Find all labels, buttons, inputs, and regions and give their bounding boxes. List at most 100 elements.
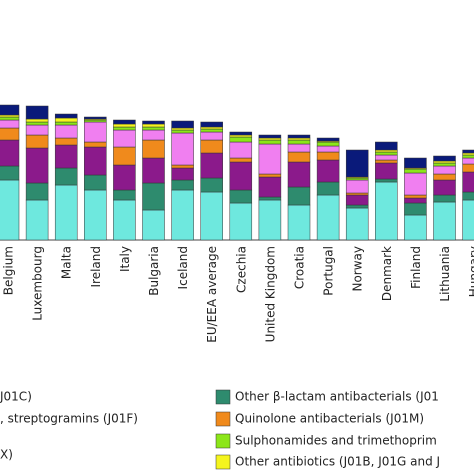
bar-segment	[200, 191, 223, 241]
bar-segment	[433, 179, 456, 196]
bar-segment	[404, 157, 427, 169]
bar-segment	[258, 143, 282, 175]
bar-segment	[287, 139, 311, 145]
bar-segment	[25, 134, 49, 149]
bar-segment	[287, 134, 311, 139]
bar-segment	[258, 137, 282, 141]
legend-swatch	[215, 454, 231, 470]
bar-segment	[54, 144, 78, 169]
bar-segment	[54, 117, 78, 123]
legend-label: Quinolone antibacterials (J01M)	[235, 412, 424, 426]
bar-segment	[171, 189, 194, 241]
bar-segment	[404, 214, 427, 241]
bar-segment	[316, 181, 340, 196]
legend-label: , streptogramins (J01F)	[0, 412, 138, 426]
bar-segment	[229, 157, 253, 163]
bar-segment	[84, 116, 107, 120]
bar-segment	[142, 129, 165, 141]
legend-label: X)	[0, 448, 13, 462]
bar-segment	[258, 139, 282, 145]
bar-segment	[287, 204, 311, 241]
bar-segment	[316, 145, 340, 153]
bar-segment	[142, 209, 165, 241]
bar-segment	[54, 137, 78, 146]
bar-segment	[433, 162, 456, 167]
bar-segment	[113, 126, 136, 131]
x-tick-label: Bulgaria	[147, 246, 161, 296]
bar-segment	[375, 178, 398, 183]
bar-segment	[171, 167, 194, 181]
bar-segment	[462, 163, 474, 173]
bar-segment	[316, 151, 340, 161]
bar-segment	[113, 129, 136, 148]
bar-segment	[84, 119, 107, 123]
bar-segment	[258, 176, 282, 198]
bar-segment	[0, 139, 20, 167]
bar-segment	[462, 149, 474, 154]
bar-segment	[404, 197, 427, 204]
bar-segment	[433, 160, 456, 164]
x-tick-label: Lithuania	[438, 246, 452, 302]
bar-segment	[0, 114, 20, 118]
bar-segment	[404, 194, 427, 199]
bar-segment	[345, 194, 369, 206]
bar-segment	[25, 118, 49, 123]
bar-segment	[287, 161, 311, 188]
bar-segment	[462, 152, 474, 156]
bar-segment	[113, 146, 136, 166]
bar-segment	[84, 121, 107, 143]
x-tick-label: Iceland	[176, 246, 190, 289]
bar-segment	[113, 199, 136, 241]
bar-segment	[113, 123, 136, 128]
bar-segment	[287, 143, 311, 153]
bar-segment	[375, 151, 398, 156]
x-tick-label: Finland	[409, 246, 423, 289]
bar-segment	[142, 120, 165, 125]
bar-segment	[345, 179, 369, 194]
bar-segment	[84, 141, 107, 148]
bar-segment	[200, 177, 223, 193]
bar-segment	[200, 121, 223, 128]
bar-segment	[345, 192, 369, 196]
bar-segment	[462, 171, 474, 193]
bar-segment	[171, 164, 194, 169]
bar-segment	[84, 174, 107, 191]
x-tick-label: United Kingdom	[263, 246, 277, 342]
bar-segment	[0, 104, 20, 116]
bar-segment	[200, 128, 223, 133]
bar-segment	[462, 199, 474, 241]
bar-segment	[316, 141, 340, 147]
bar-segment	[200, 152, 223, 179]
bar-segment	[84, 146, 107, 176]
bar-segment	[171, 179, 194, 191]
bar-segment	[171, 132, 194, 166]
bar-segment	[171, 129, 194, 134]
bar-segment	[25, 199, 49, 241]
bar-segment	[113, 164, 136, 191]
bar-segment	[0, 179, 20, 241]
bar-segment	[142, 182, 165, 211]
bar-segment	[54, 184, 78, 241]
bar-segment	[25, 105, 49, 120]
x-tick-label: EU/EEA average	[205, 246, 219, 343]
bar-segment	[229, 131, 253, 136]
x-tick-label: Luxembourg	[31, 246, 45, 321]
bar-segment	[375, 149, 398, 153]
bar-segment	[113, 119, 136, 125]
bar-segment	[258, 199, 282, 241]
bar-segment	[433, 173, 456, 181]
bar-segment	[258, 134, 282, 139]
bar-segment	[462, 154, 474, 159]
bar-segment	[142, 157, 165, 184]
x-tick-label: Croatia	[293, 246, 307, 289]
x-tick-label: Denmark	[380, 246, 394, 301]
bar-segment	[0, 165, 20, 181]
x-tick-label: Czechia	[234, 246, 248, 293]
x-tick-label: Ireland	[89, 246, 103, 288]
bar-segment	[375, 159, 398, 164]
bar-segment	[142, 123, 165, 128]
bar-segment	[287, 186, 311, 206]
bar-segment	[142, 126, 165, 131]
